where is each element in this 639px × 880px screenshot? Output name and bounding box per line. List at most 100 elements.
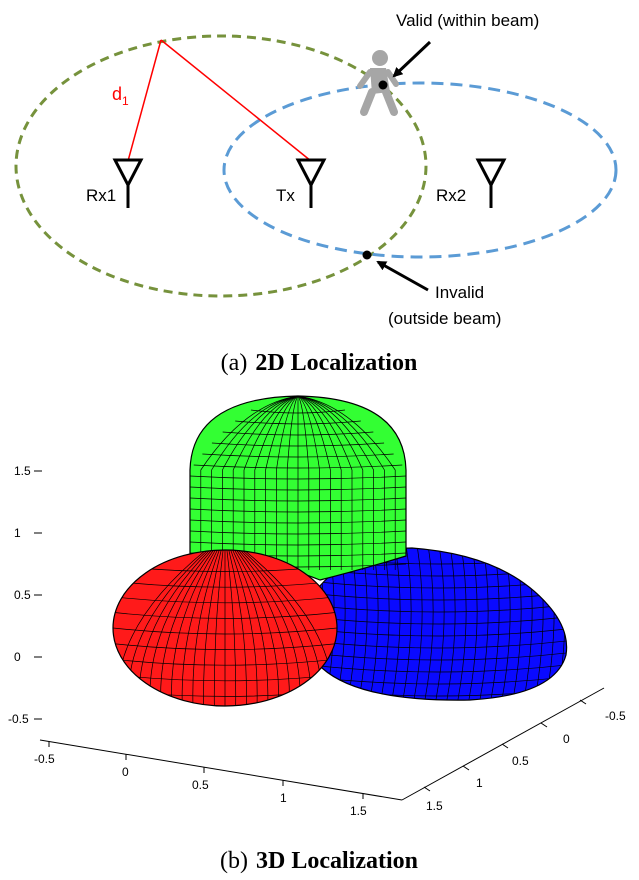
mesh-line bbox=[228, 550, 247, 706]
mesh-line bbox=[113, 627, 337, 635]
x-tick-label: 1.5 bbox=[350, 804, 367, 818]
tx-label: Tx bbox=[276, 186, 295, 205]
x-tick-label: 1 bbox=[280, 791, 287, 805]
mesh-line bbox=[113, 643, 337, 650]
mesh-line bbox=[250, 409, 346, 414]
mesh-line bbox=[467, 548, 478, 701]
mesh-line bbox=[113, 612, 337, 619]
z-tick-label: 0 bbox=[14, 650, 21, 664]
distance-line-tx bbox=[160, 39, 312, 162]
mesh-line bbox=[234, 550, 279, 706]
rx1-label: Rx1 bbox=[86, 186, 116, 205]
mesh-line bbox=[203, 550, 222, 706]
lobe-left bbox=[112, 549, 338, 707]
mesh-line bbox=[313, 699, 567, 701]
mesh-line bbox=[113, 596, 337, 604]
mesh-line bbox=[189, 519, 407, 524]
mesh-line bbox=[286, 395, 299, 570]
y-tick-label: -0.5 bbox=[605, 709, 626, 723]
rx1-antenna-icon bbox=[112, 158, 144, 208]
mesh-line bbox=[297, 395, 374, 570]
x-axis-line bbox=[39, 739, 403, 801]
mesh-line bbox=[192, 550, 220, 706]
mesh-line bbox=[276, 395, 299, 570]
invalid-label-line2: (outside beam) bbox=[388, 309, 501, 328]
valid-point bbox=[378, 80, 388, 90]
mesh-line bbox=[390, 548, 401, 701]
mesh-line bbox=[213, 550, 224, 706]
mesh-line bbox=[189, 497, 407, 502]
mesh-line bbox=[297, 395, 364, 570]
mesh-line bbox=[232, 395, 299, 570]
rx2-label: Rx2 bbox=[436, 186, 466, 205]
mesh-line bbox=[313, 663, 567, 673]
mesh-line bbox=[189, 530, 407, 535]
panel-2d: d1 Rx1 Tx Rx2 Valid (within beam) bbox=[14, 11, 618, 376]
mesh-line bbox=[222, 431, 374, 436]
distance-line-d1 bbox=[127, 39, 162, 162]
invalid-arrow bbox=[376, 260, 429, 292]
mesh-line bbox=[445, 548, 456, 701]
mesh-line bbox=[434, 548, 445, 701]
invalid-point bbox=[362, 250, 372, 260]
mesh-line bbox=[226, 550, 237, 706]
tx-rx2-ellipse bbox=[222, 81, 618, 259]
mesh-line bbox=[171, 550, 216, 706]
mesh-line bbox=[193, 464, 403, 469]
mesh-line bbox=[232, 550, 269, 706]
caption-2d: (a) 2D Localization bbox=[221, 350, 418, 376]
mesh-line bbox=[313, 639, 567, 649]
mesh-line bbox=[412, 548, 423, 701]
mesh-line bbox=[189, 486, 407, 491]
mesh-line bbox=[243, 395, 299, 570]
tx-antenna-icon bbox=[295, 158, 327, 208]
mesh-line bbox=[297, 395, 385, 570]
mesh-line bbox=[189, 475, 407, 480]
mesh-line bbox=[211, 395, 299, 570]
mesh-line bbox=[222, 395, 299, 570]
y-axis-ticks bbox=[423, 699, 587, 792]
y-axis-line bbox=[401, 687, 605, 801]
x-tick-label: 0.5 bbox=[192, 778, 209, 792]
mesh-line bbox=[297, 395, 310, 570]
person-icon bbox=[357, 50, 399, 116]
y-tick-label: 0 bbox=[563, 732, 570, 746]
lobe-top bbox=[189, 395, 407, 581]
mesh-line bbox=[211, 442, 385, 447]
d1-label: d1 bbox=[112, 84, 129, 108]
mesh-line bbox=[189, 541, 407, 546]
x-tick-label: -0.5 bbox=[34, 752, 55, 766]
mesh-line bbox=[113, 658, 337, 666]
mesh-line bbox=[423, 548, 434, 701]
mesh-line bbox=[181, 550, 218, 706]
mesh-line bbox=[113, 674, 337, 682]
z-tick-label: 1 bbox=[14, 526, 21, 540]
z-tick-label: 1.5 bbox=[14, 464, 31, 478]
y-tick-label: 1 bbox=[476, 776, 483, 790]
panel-3d: 1.5 1 0.5 0 -0.5 -0.5 0 0.5 1 1.5 -0.5 0 bbox=[8, 395, 626, 874]
mesh-line bbox=[297, 395, 320, 570]
mesh-line bbox=[113, 580, 337, 588]
x-tick-label: 0 bbox=[122, 765, 129, 779]
mesh-line bbox=[189, 508, 407, 513]
z-tick-label: -0.5 bbox=[8, 712, 29, 726]
mesh-line bbox=[230, 550, 258, 706]
y-tick-label: 0.5 bbox=[512, 754, 529, 768]
mesh-line bbox=[401, 548, 412, 701]
mesh-line bbox=[236, 550, 290, 706]
rx2-antenna-icon bbox=[475, 158, 507, 208]
mesh-line bbox=[235, 420, 361, 425]
valid-label: Valid (within beam) bbox=[396, 11, 539, 30]
mesh-line bbox=[456, 548, 467, 701]
y-tick-label: 1.5 bbox=[426, 799, 443, 813]
mesh-line bbox=[202, 453, 394, 458]
mesh-line bbox=[297, 395, 353, 570]
valid-arrow bbox=[392, 40, 432, 78]
mesh-line bbox=[313, 651, 567, 661]
mesh-line bbox=[160, 550, 214, 706]
z-axis bbox=[34, 470, 42, 720]
x-axis-ticks bbox=[48, 741, 364, 799]
rx1-tx-ellipse bbox=[14, 34, 428, 298]
invalid-label-line1: Invalid bbox=[435, 283, 484, 302]
